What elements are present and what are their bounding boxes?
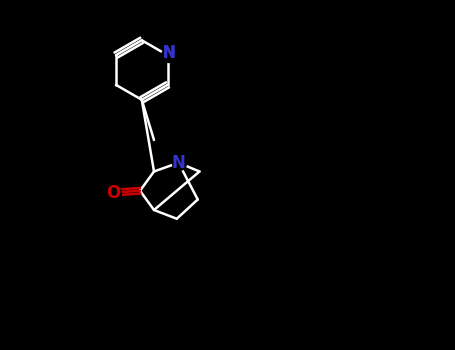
- Text: N: N: [163, 45, 176, 60]
- Text: N: N: [162, 46, 175, 61]
- Text: N: N: [163, 45, 176, 60]
- Text: O: O: [106, 183, 121, 202]
- Text: N: N: [172, 154, 186, 172]
